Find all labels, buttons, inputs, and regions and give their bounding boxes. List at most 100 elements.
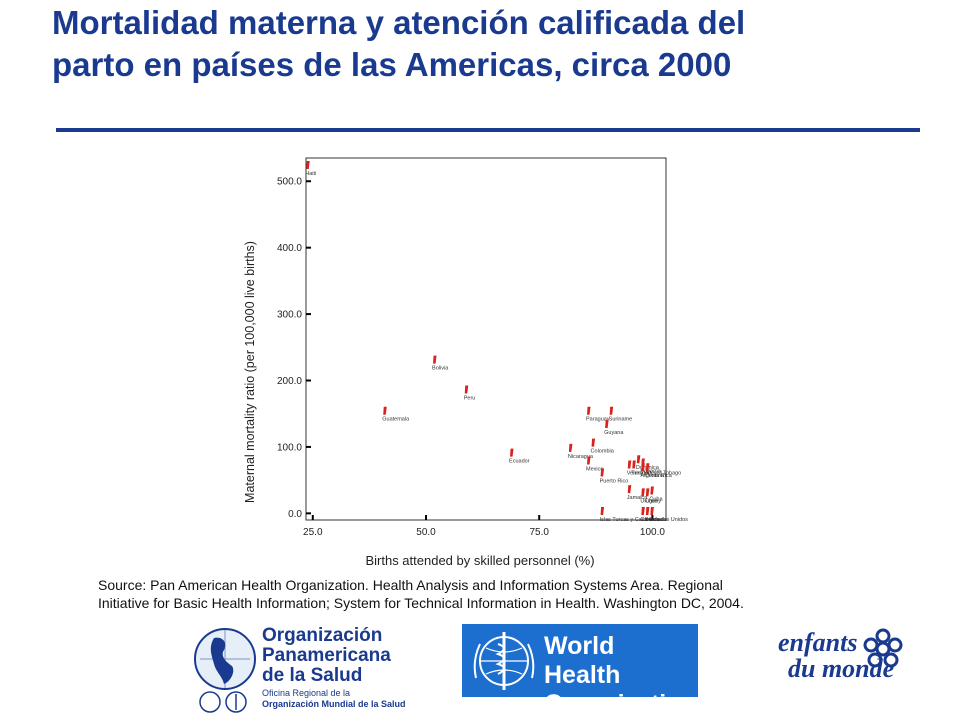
point-label: Guyana: [604, 430, 624, 436]
point-marker: [605, 420, 609, 429]
point-marker: [464, 385, 469, 394]
data-point: Uruguay: [640, 488, 661, 504]
paho-who-emblems-icon: [199, 691, 247, 713]
point-marker: [609, 406, 614, 415]
who-emblem-icon: [473, 632, 535, 690]
point-label: Islas Turcas y Caicos: [600, 517, 652, 523]
point-label: Bolivia: [432, 366, 449, 372]
point-label: Nicaragua: [568, 454, 594, 460]
point-label: Suriname: [609, 417, 633, 423]
y-tick-label: 200.0: [277, 376, 302, 387]
point-label: Bermuda: [645, 517, 668, 523]
point-marker: [641, 507, 645, 516]
title-underline: [56, 128, 920, 132]
point-marker: [645, 488, 650, 497]
who-line-1: World Health: [544, 632, 621, 689]
data-point: Argentina: [640, 463, 665, 479]
point-marker: [591, 438, 596, 447]
y-tick-label: 0.0: [288, 509, 302, 520]
paho-line-1: Organización: [262, 625, 383, 646]
x-tick-label: 100.0: [640, 527, 665, 538]
data-point: Paraguay: [586, 406, 610, 423]
y-tick-label: 400.0: [277, 243, 302, 254]
point-label: Cuba: [649, 496, 663, 502]
y-axis-label: Maternal mortality ratio (per 100,000 li…: [243, 241, 257, 503]
point-label: Venezuela: [627, 471, 654, 477]
chart-points: Haiti Bolivia Peru Guatemala Paraguay Surinam…: [305, 160, 688, 523]
data-point: Trinidad and Tobago: [631, 460, 681, 477]
point-marker: [645, 507, 650, 516]
point-label: Ecuador: [509, 459, 530, 465]
point-marker: [600, 468, 605, 477]
paho-sub-line-1: Oficina Regional de la: [262, 688, 351, 698]
x-tick-label: 75.0: [529, 527, 549, 538]
point-label: Trinidad and Tobago: [631, 471, 681, 477]
data-point: Venezuela: [627, 460, 654, 477]
edm-line-2: du monde: [788, 654, 895, 683]
data-point: Peru: [464, 385, 476, 401]
point-marker: [587, 406, 591, 415]
point-marker: [632, 460, 636, 469]
data-point: Ecuador: [509, 448, 530, 465]
point-label: Argentina: [640, 473, 664, 479]
x-tick-label: 25.0: [303, 527, 323, 538]
data-point: Colombia: [591, 438, 615, 455]
point-label: Guatemala: [382, 417, 410, 423]
data-point: Chile: [645, 488, 658, 504]
point-marker: [650, 486, 654, 495]
point-marker: [636, 455, 641, 464]
who-logo-text: World Health Organization: [544, 632, 697, 719]
point-marker: [568, 443, 573, 452]
y-tick-label: 500.0: [277, 177, 302, 188]
data-point: Costa Rica: [645, 463, 673, 479]
point-marker: [306, 160, 310, 169]
point-marker: [650, 507, 654, 516]
point-marker: [600, 507, 605, 516]
point-label: Peru: [464, 395, 476, 401]
point-marker: [645, 463, 650, 472]
data-point: Guatemala: [382, 406, 410, 423]
data-point: Mexico: [586, 456, 603, 473]
paho-line-3: de la Salud: [262, 665, 363, 686]
x-axis-label: Births attended by skilled personnel (%): [365, 553, 594, 568]
point-marker: [641, 463, 645, 472]
slide-title: Mortalidad materna y atención calificada…: [52, 2, 932, 86]
title-line-1: Mortalidad materna y atención calificada…: [52, 4, 746, 41]
source-line-2: Initiative for Basic Health Information;…: [98, 595, 744, 611]
point-label: Estados Unidos: [649, 517, 688, 523]
point-marker: [433, 355, 437, 364]
x-tick-label: 50.0: [416, 527, 436, 538]
point-marker: [627, 485, 632, 494]
point-label: Colombia: [591, 449, 615, 455]
paho-logo-text: Organización Panamericana de la Salud: [262, 626, 432, 686]
plot-frame: [305, 157, 667, 521]
data-point: Nicaragua: [568, 443, 594, 460]
data-point: Guyana: [604, 420, 624, 436]
point-label: Paraguay: [586, 417, 610, 423]
data-point: Suriname: [609, 406, 633, 423]
point-label: Costa Rica: [645, 473, 673, 479]
source-line-1: Source: Pan American Health Organization…: [98, 577, 723, 593]
paho-line-2: Panamericana: [262, 645, 391, 666]
point-label: Mexico: [586, 467, 603, 473]
data-point: Haiti: [305, 160, 316, 177]
point-label: Haiti: [305, 171, 316, 177]
paho-globe-icon: [194, 628, 256, 690]
data-point: Bermuda: [645, 507, 668, 523]
data-point: Canada: [640, 507, 661, 523]
point-label: Chile: [645, 498, 658, 504]
point-label: Canada: [640, 517, 660, 523]
point-marker: [510, 448, 514, 457]
point-label: Jamaica: [627, 495, 648, 501]
who-line-2: Organization: [544, 690, 697, 718]
edm-logo-text: enfants du monde: [778, 630, 898, 682]
point-label: Panama: [640, 469, 661, 475]
point-marker: [627, 460, 632, 469]
y-tick-label: 100.0: [277, 442, 302, 453]
point-label: Puerto Rico: [600, 479, 629, 485]
y-tick-label: 300.0: [277, 310, 302, 321]
who-logo: World Health Organization: [462, 624, 698, 718]
point-marker: [641, 488, 645, 497]
paho-sub-line-2: Organización Mundial de la Salud: [262, 699, 406, 709]
